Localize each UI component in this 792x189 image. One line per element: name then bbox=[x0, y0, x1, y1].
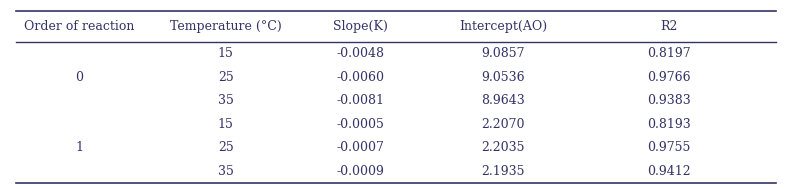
Text: 15: 15 bbox=[218, 118, 234, 131]
Text: -0.0060: -0.0060 bbox=[337, 70, 384, 84]
Text: -0.0048: -0.0048 bbox=[337, 47, 384, 60]
Text: Intercept(AO): Intercept(AO) bbox=[459, 20, 547, 33]
Text: -0.0007: -0.0007 bbox=[337, 141, 384, 154]
Text: -0.0005: -0.0005 bbox=[337, 118, 384, 131]
Text: 8.9643: 8.9643 bbox=[481, 94, 525, 107]
Text: -0.0081: -0.0081 bbox=[337, 94, 384, 107]
Text: 25: 25 bbox=[218, 70, 234, 84]
Text: R2: R2 bbox=[661, 20, 678, 33]
Text: 0: 0 bbox=[75, 70, 83, 84]
Text: 9.0857: 9.0857 bbox=[482, 47, 524, 60]
Text: Order of reaction: Order of reaction bbox=[24, 20, 135, 33]
Text: 0.9412: 0.9412 bbox=[647, 165, 691, 178]
Text: 0.8197: 0.8197 bbox=[647, 47, 691, 60]
Text: 35: 35 bbox=[218, 94, 234, 107]
Text: 2.1935: 2.1935 bbox=[482, 165, 524, 178]
Text: Temperature (°C): Temperature (°C) bbox=[169, 20, 282, 33]
Text: 2.2070: 2.2070 bbox=[482, 118, 524, 131]
Text: 0.9766: 0.9766 bbox=[647, 70, 691, 84]
Text: 25: 25 bbox=[218, 141, 234, 154]
Text: 0.9383: 0.9383 bbox=[647, 94, 691, 107]
Text: Slope(K): Slope(K) bbox=[333, 20, 388, 33]
Text: 2.2035: 2.2035 bbox=[482, 141, 524, 154]
Text: 9.0536: 9.0536 bbox=[481, 70, 525, 84]
Text: 0.9755: 0.9755 bbox=[648, 141, 691, 154]
Text: 15: 15 bbox=[218, 47, 234, 60]
Text: -0.0009: -0.0009 bbox=[337, 165, 384, 178]
Text: 0.8193: 0.8193 bbox=[647, 118, 691, 131]
Text: 1: 1 bbox=[75, 141, 83, 154]
Text: 35: 35 bbox=[218, 165, 234, 178]
